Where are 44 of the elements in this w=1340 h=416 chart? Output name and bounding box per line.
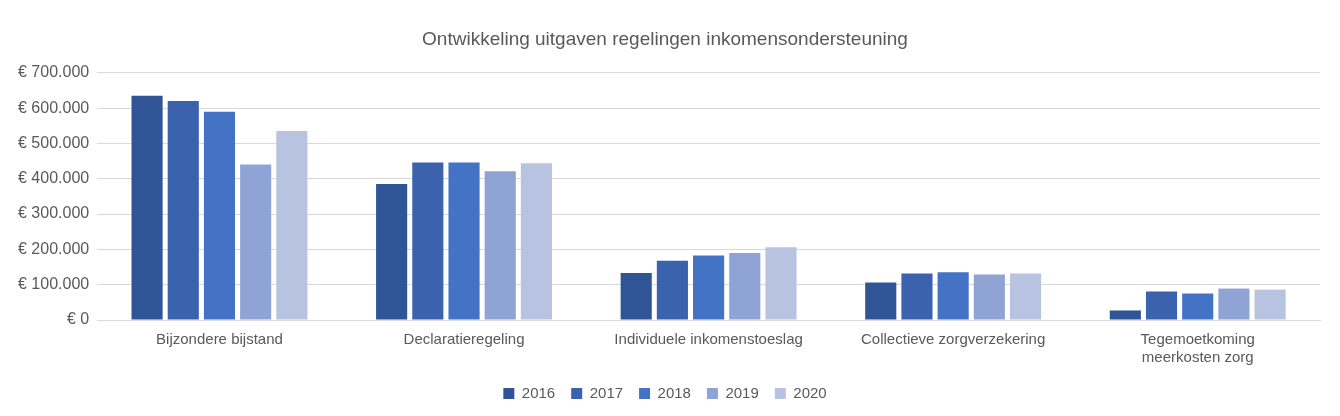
bar (765, 247, 797, 320)
bar (937, 272, 969, 320)
bar (620, 273, 652, 320)
legend-label: 2019 (725, 383, 759, 401)
y-tick-label: € 600.000 (17, 98, 90, 116)
y-tick-label: € 200.000 (17, 239, 90, 257)
x-tick-label: Declaratieregeling (403, 330, 525, 348)
bar (1254, 289, 1286, 320)
bar (484, 171, 516, 320)
bar (376, 184, 408, 320)
bar (276, 131, 308, 320)
bar (412, 162, 444, 320)
x-tick-label: Individuele inkomenstoeslag (614, 330, 803, 348)
bar (167, 101, 199, 320)
x-tick-label: Bijzondere bijstand (156, 330, 283, 348)
bar (865, 282, 897, 320)
bar (448, 162, 480, 320)
bar (1009, 273, 1042, 320)
bar (656, 260, 688, 320)
chart-title: Ontwikkeling uitgaven regelingen inkomensondersteuning (422, 27, 908, 49)
bar (520, 163, 552, 320)
bar (240, 164, 272, 320)
bar (729, 252, 761, 320)
bar (1218, 288, 1250, 320)
y-tick-label: € 300.000 (17, 204, 90, 222)
bar (203, 111, 236, 320)
legend-label: 2016 (521, 383, 556, 401)
bar (973, 274, 1005, 320)
legend-label: 2020 (793, 383, 827, 401)
x-tick-label: Collectieve zorgverzekering (861, 330, 1046, 348)
bar (693, 255, 725, 320)
y-tick-label: € 700.000 (17, 63, 90, 81)
legend-label: 2017 (589, 383, 624, 401)
y-tick-label: € 400.000 (17, 169, 90, 187)
y-tick-label: € 500.000 (17, 133, 90, 151)
bar (901, 273, 933, 320)
bar (1145, 291, 1178, 320)
bar (131, 95, 163, 320)
y-tick-label: € 0 (66, 310, 90, 328)
bar (1109, 310, 1141, 320)
bar (1182, 293, 1214, 320)
y-tick-label: € 100.000 (17, 275, 90, 293)
x-tick-label: Tegemoetkoming meerkosten zorg (1140, 330, 1255, 366)
legend-label: 2018 (657, 383, 691, 401)
